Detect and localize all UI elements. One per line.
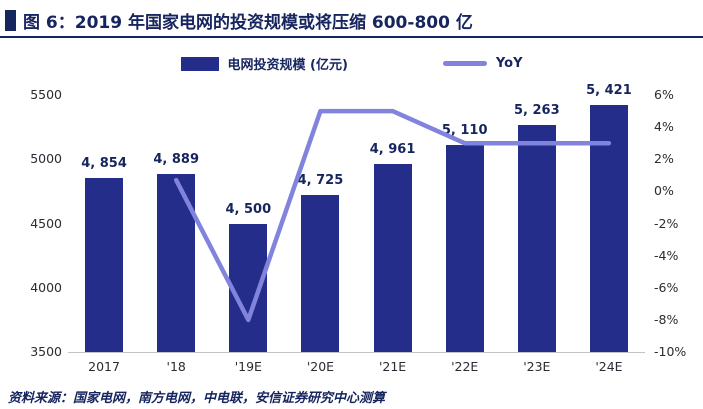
- right-axis-tick: 2%: [654, 151, 674, 167]
- bar-value-label: 4, 500: [225, 201, 272, 217]
- x-axis-label: '24E: [595, 359, 623, 374]
- x-axis-label: '22E: [451, 359, 479, 374]
- x-axis-line: [68, 352, 645, 353]
- investment-bar: [157, 173, 196, 352]
- line-swatch: [442, 61, 487, 66]
- bar-value-label: 4, 889: [153, 151, 200, 167]
- legend: 电网投资规模 (亿元) YoY: [0, 54, 703, 73]
- left-axis-tick: 4500: [30, 215, 62, 231]
- x-axis-label: '23E: [523, 359, 551, 374]
- right-axis-tick: -8%: [654, 311, 679, 327]
- bar-value-label: 5, 263: [513, 103, 560, 119]
- bar-value-label: 4, 725: [297, 172, 344, 188]
- right-axis-tick: 6%: [654, 87, 674, 102]
- bar-swatch: [180, 56, 219, 71]
- investment-bar: [589, 105, 628, 352]
- x-axis-label: '21E: [378, 359, 407, 374]
- bar-value-label: 4, 961: [369, 142, 416, 158]
- legend-label-line: YoY: [495, 56, 523, 71]
- x-axis-label: '18: [166, 359, 186, 374]
- right-axis-tick: -4%: [654, 247, 679, 263]
- figure-title: 图 6：2019 年国家电网的投资规模或将压缩 600-800 亿: [23, 13, 473, 33]
- bar-value-label: 4, 854: [81, 156, 127, 171]
- title-bullet: [5, 10, 16, 31]
- x-axis-label: 2017: [88, 359, 120, 374]
- bar-value-label: 5, 421: [586, 83, 632, 99]
- right-axis-tick: -10%: [654, 344, 687, 359]
- source-note: 资料来源：国家电网，南方电网，中电联，安信证券研究中心测算: [8, 391, 386, 406]
- left-axis-tick: 5500: [30, 87, 62, 102]
- right-axis-tick: -6%: [654, 279, 679, 295]
- right-axis-tick: -2%: [654, 215, 679, 231]
- investment-bar: [229, 223, 268, 352]
- investment-bar: [301, 194, 340, 352]
- bar-value-label: 5, 110: [441, 123, 488, 139]
- right-axis-tick: 4%: [654, 119, 674, 135]
- figure-header: 图 6：2019 年国家电网的投资规模或将压缩 600-800 亿: [5, 8, 473, 33]
- left-axis-tick: 3500: [30, 344, 62, 359]
- investment-bar: [517, 125, 556, 352]
- legend-label-bars: 电网投资规模 (亿元): [227, 58, 348, 73]
- x-axis-label: '20E: [306, 359, 335, 374]
- x-axis-label: '19E: [234, 359, 262, 374]
- legend-item-bars: 电网投资规模 (亿元): [180, 54, 348, 73]
- investment-bar: [373, 164, 412, 352]
- investment-bar: [445, 145, 484, 352]
- legend-item-line: YoY: [442, 56, 523, 71]
- investment-bar: [85, 178, 124, 352]
- left-axis-tick: 4000: [30, 279, 62, 295]
- left-axis-tick: 5000: [30, 151, 62, 167]
- right-axis-tick: 0%: [654, 183, 674, 199]
- header-divider: [0, 36, 703, 38]
